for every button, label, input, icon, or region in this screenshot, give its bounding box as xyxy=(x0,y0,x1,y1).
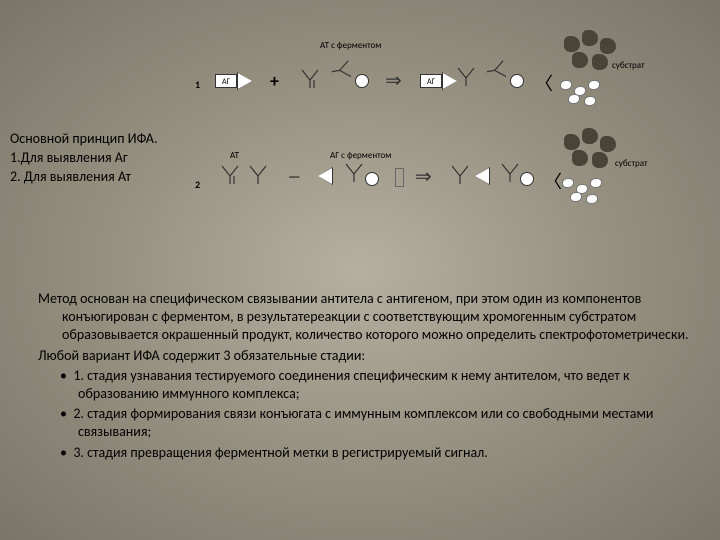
antibody-icon xyxy=(248,164,272,184)
bullet-2-text: 2. стадия формирования связи конъюгата с… xyxy=(73,405,653,440)
bullet-3-text: 3. стадия превращения ферментной метки в… xyxy=(73,444,488,461)
triangle-icon xyxy=(443,73,457,89)
label-at: АТ xyxy=(230,150,239,161)
bullet-1-text: 1. стадия узнавания тестируемого соедине… xyxy=(73,367,629,402)
substrate-cluster xyxy=(560,30,620,80)
circle-icon xyxy=(355,74,369,88)
circle-icon xyxy=(510,74,524,88)
bullet-1: • 1. стадия узнавания тестируемого соеди… xyxy=(38,367,690,403)
header-title: Основной принцип ИФА. xyxy=(10,130,158,149)
body-p1: Метод основан на специфическом связывани… xyxy=(38,290,690,345)
arrow-icon: ⇒ xyxy=(385,68,402,93)
row1-number: 1 xyxy=(195,78,200,91)
circle-icon xyxy=(520,172,534,186)
header-block: Основной принцип ИФА. 1.Для выявления Аг… xyxy=(10,130,158,187)
arrow-icon: ⇒ xyxy=(415,164,432,189)
triangle-icon xyxy=(238,73,252,89)
ag-box-1: АГ xyxy=(215,74,237,88)
antibody-icon xyxy=(450,164,474,184)
plus-icon: + xyxy=(270,70,279,92)
label-substrate-2: субстрат xyxy=(615,158,647,169)
box-icon xyxy=(395,168,404,187)
header-line2: 2. Для выявления Ат xyxy=(10,168,158,187)
triangle-left-icon xyxy=(318,168,332,184)
antibody-icon xyxy=(485,58,509,85)
bullet-2: • 2. стадия формирования связи конъюгата… xyxy=(38,405,690,441)
antibody-icon xyxy=(220,164,244,184)
label-ag-enzyme: АГ с ферментом xyxy=(330,150,391,161)
antibody-icon xyxy=(330,58,354,85)
antibody-icon xyxy=(456,66,480,86)
circle-icon xyxy=(365,172,379,186)
body-block: Метод основан на специфическом связывани… xyxy=(38,290,690,464)
ag-box-2: АГ xyxy=(420,74,442,88)
bullet-3: • 3. стадия превращения ферментной метки… xyxy=(38,444,690,462)
diagram-area: 1 АТ с ферментом АГ + ⇒ АГ 〈 субстрат 2 … xyxy=(200,30,700,230)
substrate-cluster xyxy=(560,128,620,178)
header-line1: 1.Для выявления Аг xyxy=(10,149,158,168)
antibody-icon xyxy=(340,162,364,182)
antibody-icon xyxy=(496,162,520,182)
label-substrate-1: субстрат xyxy=(612,60,644,71)
label-at-enzyme: АТ с ферментом xyxy=(320,40,381,51)
bracket-icon: 〈 xyxy=(535,70,553,96)
row2-number: 2 xyxy=(195,178,200,191)
body-p2: Любой вариант ИФА содержит 3 обязательны… xyxy=(38,347,690,365)
antibody-icon xyxy=(300,68,324,88)
triangle-left-icon xyxy=(475,168,489,184)
dash-icon: — xyxy=(288,168,301,185)
